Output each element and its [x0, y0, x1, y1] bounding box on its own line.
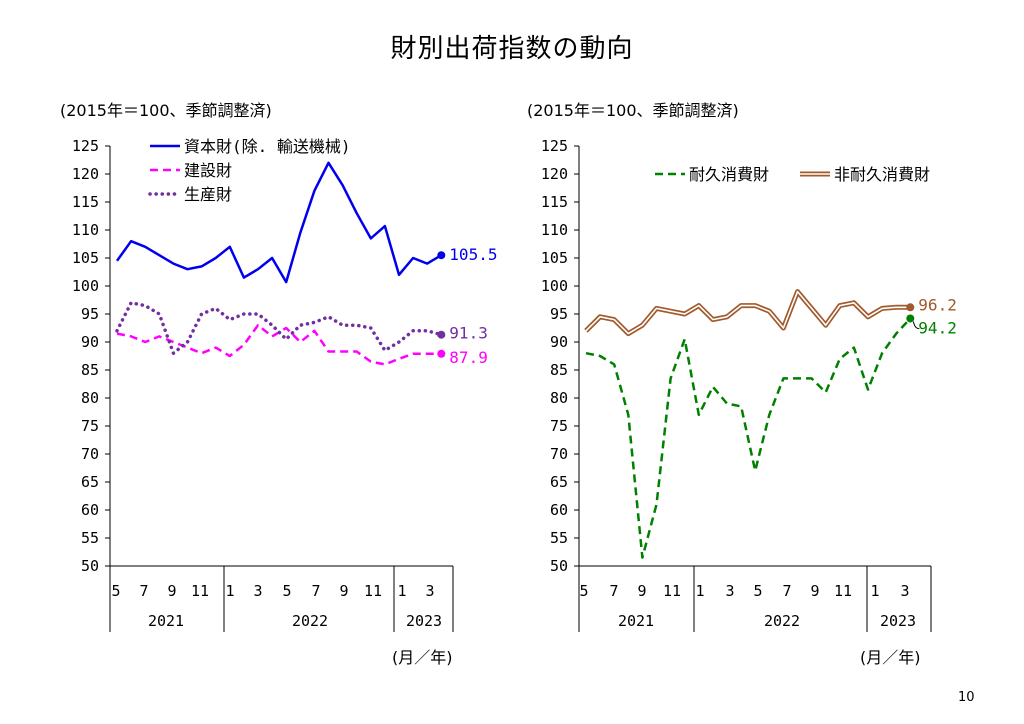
x-tick-label-left: 11 [364, 582, 382, 600]
series-end-point-right-0 [906, 314, 915, 323]
x-tick-label-left: 5 [111, 582, 120, 600]
unit-label-left: (月／年) [392, 648, 453, 667]
y-tick-label-right: 80 [550, 389, 568, 407]
legend-label-left-2: 生産財 [184, 185, 232, 204]
y-tick-label-right: 50 [550, 557, 568, 575]
series-end-point-right-1 [906, 303, 915, 312]
legend-label-right-0: 耐久消費財 [689, 165, 769, 184]
y-tick-label-right: 75 [550, 417, 568, 435]
legend-label-left-0: 資本財(除. 輸送機械) [184, 137, 351, 156]
y-tick-label-left: 75 [81, 417, 99, 435]
y-tick-label-right: 120 [541, 165, 568, 183]
x-tick-label-left: 1 [397, 582, 406, 600]
year-label-left: 2021 [148, 612, 184, 630]
page-number: 10 [958, 690, 975, 705]
x-tick-label-right: 5 [753, 582, 762, 600]
series-line-left-0 [115, 161, 442, 284]
y-tick-label-right: 70 [550, 445, 568, 463]
year-label-right: 2023 [880, 612, 916, 630]
page-title: 財別出荷指数の動向 [390, 34, 634, 64]
y-tick-label-left: 105 [72, 249, 99, 267]
x-tick-label-right: 11 [663, 582, 681, 600]
x-tick-label-right: 9 [810, 582, 819, 600]
x-tick-label-right: 1 [870, 582, 879, 600]
series-end-label-left-0: 105.5 [449, 245, 497, 264]
series-end-point-left-2 [437, 330, 446, 339]
base-note-right: (2015年＝100、季節調整済) [527, 101, 739, 120]
x-tick-label-left: 11 [191, 582, 209, 600]
y-tick-label-right: 125 [541, 137, 568, 155]
year-label-right: 2022 [764, 612, 800, 630]
y-tick-label-right: 110 [541, 221, 568, 239]
x-tick-label-left: 5 [282, 582, 291, 600]
x-tick-label-left: 3 [425, 582, 434, 600]
y-tick-label-left: 80 [81, 389, 99, 407]
y-tick-label-right: 55 [550, 529, 568, 547]
series-end-label-left-1: 87.9 [449, 348, 488, 367]
legend-label-right-1: 非耐久消費財 [834, 165, 930, 184]
y-tick-label-left: 120 [72, 165, 99, 183]
x-tick-label-left: 1 [225, 582, 234, 600]
x-tick-label-left: 7 [311, 582, 320, 600]
series-end-point-left-1 [437, 349, 446, 358]
y-tick-label-left: 50 [81, 557, 99, 575]
y-tick-label-right: 100 [541, 277, 568, 295]
y-tick-label-left: 115 [72, 193, 99, 211]
series-end-label-right-1: 96.2 [918, 295, 957, 314]
series-end-label-right-0: 94.2 [918, 318, 957, 337]
end-label-leader-right-0 [912, 321, 920, 330]
y-tick-label-left: 95 [81, 305, 99, 323]
year-label-left: 2023 [406, 612, 442, 630]
y-tick-label-right: 85 [550, 361, 568, 379]
y-tick-label-left: 85 [81, 361, 99, 379]
year-label-right: 2021 [618, 612, 654, 630]
y-tick-label-left: 70 [81, 445, 99, 463]
x-tick-label-right: 7 [609, 582, 618, 600]
x-tick-label-right: 9 [637, 582, 646, 600]
series-line-right-0 [585, 317, 912, 559]
series-line-left-1 [116, 323, 442, 366]
series-end-point-left-0 [437, 251, 446, 260]
x-tick-label-right: 7 [782, 582, 791, 600]
y-tick-label-right: 115 [541, 193, 568, 211]
y-tick-label-right: 105 [541, 249, 568, 267]
y-tick-label-left: 65 [81, 473, 99, 491]
y-tick-label-left: 125 [72, 137, 99, 155]
x-tick-label-right: 1 [695, 582, 704, 600]
base-note-left: (2015年＝100、季節調整済) [60, 101, 272, 120]
y-tick-label-left: 110 [72, 221, 99, 239]
legend-label-left-1: 建設財 [184, 161, 232, 180]
y-tick-label-left: 60 [81, 501, 99, 519]
series-end-label-left-2: 91.3 [449, 324, 488, 343]
x-tick-label-left: 7 [139, 582, 148, 600]
x-tick-label-right: 11 [834, 582, 852, 600]
x-tick-label-right: 3 [725, 582, 734, 600]
y-tick-label-left: 100 [72, 277, 99, 295]
y-tick-label-right: 60 [550, 501, 568, 519]
y-tick-label-left: 90 [81, 333, 99, 351]
series-line-right-1 [584, 289, 911, 337]
year-label-left: 2022 [292, 612, 328, 630]
x-tick-label-left: 9 [167, 582, 176, 600]
legend-right: 耐久消費財 非耐久消費財 [655, 165, 930, 184]
unit-label-right: (月／年) [860, 648, 921, 667]
series-line-left-2 [115, 301, 444, 355]
x-tick-label-right: 5 [579, 582, 588, 600]
y-tick-label-right: 65 [550, 473, 568, 491]
y-tick-label-left: 55 [81, 529, 99, 547]
x-tick-label-left: 9 [339, 582, 348, 600]
y-tick-label-right: 95 [550, 305, 568, 323]
x-tick-label-right: 3 [900, 582, 909, 600]
series-line-inner-right-1 [585, 290, 911, 335]
x-tick-label-left: 3 [253, 582, 262, 600]
y-tick-label-right: 90 [550, 333, 568, 351]
